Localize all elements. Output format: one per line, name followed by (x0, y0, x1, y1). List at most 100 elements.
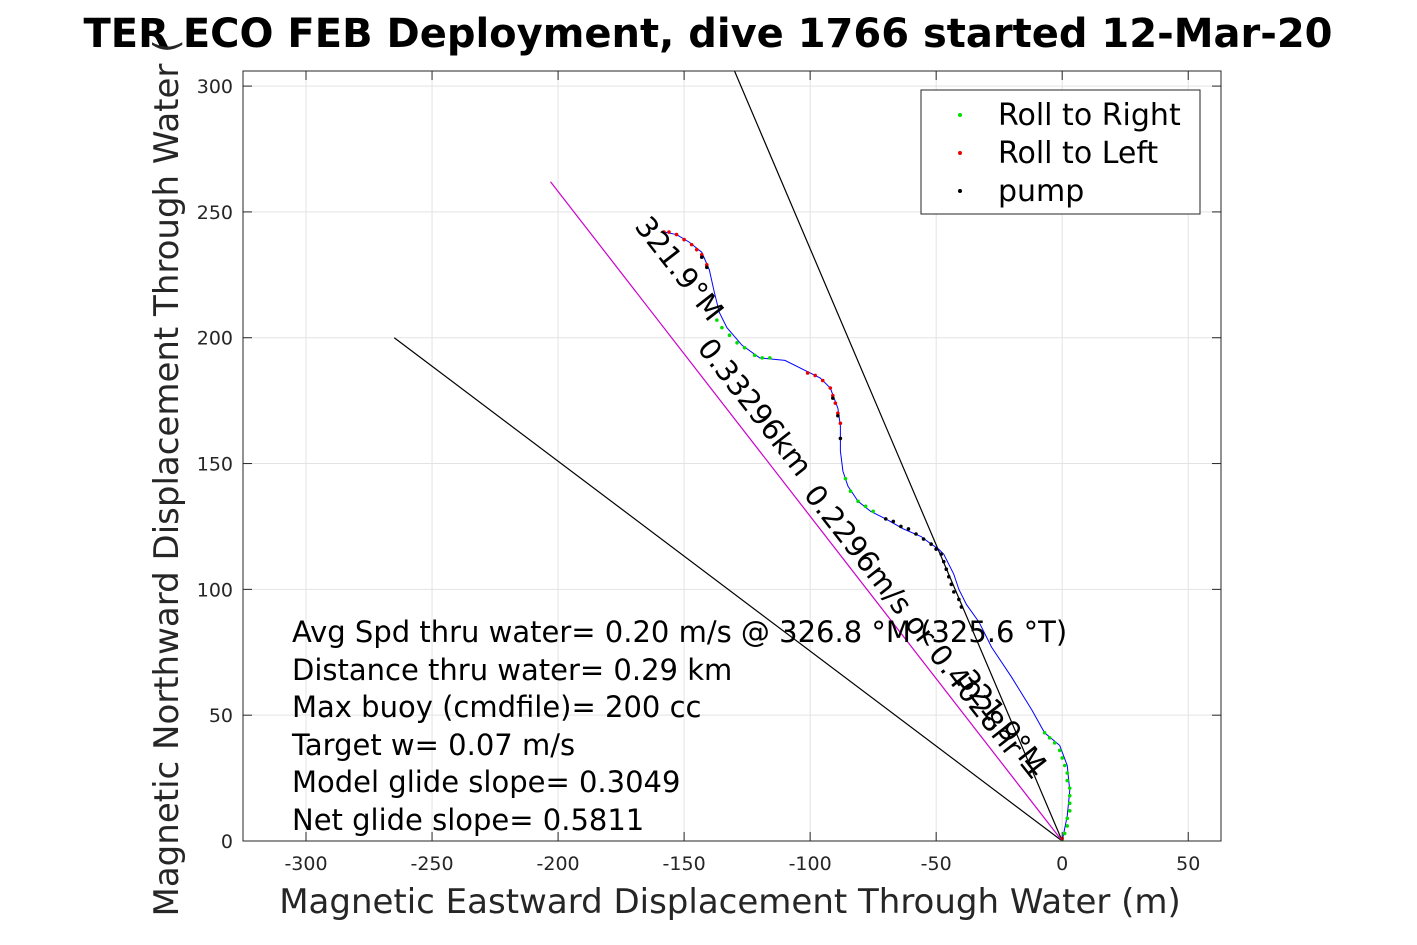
point-roll-to-right (768, 356, 772, 360)
point-pump (952, 590, 956, 594)
point-pump (949, 582, 954, 587)
axes-box (242, 70, 1222, 842)
y-tick-label: 300 (197, 76, 233, 98)
x-axis-label: Magnetic Eastward Displacement Through W… (279, 882, 1181, 922)
point-roll-to-left (674, 232, 679, 237)
point-pump (934, 547, 938, 551)
stats-line-net-glide: Net glide slope= 0.5811 (292, 803, 644, 837)
point-roll-to-right (1052, 741, 1057, 745)
point-roll-to-right (720, 325, 724, 330)
point-roll-to-left (689, 242, 694, 247)
point-roll-to-right (742, 345, 747, 350)
legend-label-pump: pump (998, 174, 1084, 209)
point-pump (944, 567, 949, 572)
y-tick-label: 100 (197, 579, 233, 601)
point-roll-to-right (848, 489, 853, 494)
point-roll-to-left (699, 252, 704, 257)
axis-ticks: -300 -250 -200 -150 -100 -50 0 50 0 50 100 150 200 25… (197, 71, 1221, 875)
stats-line-target-w: Target w= 0.07 m/s (291, 728, 575, 762)
point-pump (704, 265, 709, 270)
point-roll-to-right (727, 333, 732, 338)
point-pump (959, 605, 964, 609)
point-pump (891, 519, 896, 524)
legend-box (920, 89, 1201, 215)
reference-lines (393, 71, 1063, 841)
point-pump (914, 532, 918, 536)
point-roll-to-right (715, 318, 719, 322)
point-roll-to-right (1047, 736, 1052, 740)
x-tick-label: -200 (537, 853, 580, 875)
legend: Roll to Right Roll to Left pump (920, 89, 1201, 215)
x-tick-label: 50 (1176, 853, 1200, 875)
point-roll-to-left (836, 411, 840, 416)
point-roll-to-left (704, 262, 709, 267)
point-roll-to-left (833, 401, 838, 405)
legend-label-roll-left: Roll to Left (998, 136, 1158, 171)
point-roll-to-left (828, 386, 833, 390)
y-tick-label: 50 (209, 705, 233, 727)
point-pump (699, 255, 704, 260)
point-roll-to-right (752, 353, 757, 358)
legend-marker-pump (958, 189, 962, 193)
point-pump (883, 517, 888, 521)
point-roll-to-left (694, 247, 699, 252)
legend-marker-roll-left (958, 151, 962, 155)
point-roll-to-right (856, 499, 860, 504)
legend-label-roll-right: Roll to Right (998, 98, 1181, 133)
point-pump (906, 527, 911, 531)
point-roll-to-left (682, 237, 686, 242)
point-roll-to-right (1067, 786, 1072, 790)
point-roll-to-right (1060, 756, 1065, 760)
point-pump (939, 552, 944, 556)
stats-text-block: Avg Spd thru water= 0.20 m/s @ 326.8 °M … (291, 615, 1067, 837)
point-roll-to-right (1065, 778, 1070, 783)
stats-line-distance: Distance thru water= 0.29 km (292, 653, 732, 687)
point-roll-to-right (1042, 730, 1047, 735)
x-tick-label: -100 (789, 853, 832, 875)
point-roll-to-left (662, 230, 666, 234)
point-roll-to-right (1062, 763, 1067, 768)
point-roll-to-right (843, 476, 848, 481)
glider-track-line (663, 231, 1071, 841)
reference-line-0 (733, 71, 1063, 841)
point-roll-to-right (1065, 816, 1070, 821)
stats-line-avg-speed: Avg Spd thru water= 0.20 m/s @ 326.8 °M … (292, 615, 1067, 649)
point-pump (941, 559, 946, 564)
point-pump (957, 597, 961, 602)
reference-line-1 (393, 337, 1063, 841)
point-roll-to-right (871, 509, 875, 514)
point-roll-to-right (735, 340, 739, 345)
legend-marker-roll-right (958, 113, 962, 117)
point-pump (899, 524, 903, 529)
point-roll-to-left (831, 393, 835, 398)
point-roll-to-right (863, 504, 868, 509)
point-pump (946, 574, 951, 579)
point-roll-to-left (838, 421, 843, 426)
y-tick-label: 200 (197, 328, 233, 350)
x-tick-label: -50 (921, 853, 952, 875)
point-roll-to-left (813, 373, 817, 378)
point-roll-to-right (1065, 824, 1070, 828)
y-axis-label: Magnetic Northward Displacement Through … (147, 40, 187, 917)
x-tick-label: -300 (284, 853, 327, 875)
point-pump (836, 413, 840, 418)
point-pump (921, 537, 926, 541)
point-pump (929, 542, 933, 546)
point-roll-to-right (1067, 801, 1072, 806)
y-tick-label: 250 (197, 202, 233, 224)
point-roll-to-right (760, 356, 765, 360)
x-tick-label: -150 (663, 853, 706, 875)
point-pump (838, 436, 843, 441)
stats-line-model-glide: Model glide slope= 0.3049 (292, 765, 680, 799)
stats-line-max-buoy: Max buoy (cmdfile)= 200 cc (292, 690, 701, 724)
point-roll-to-left (805, 371, 810, 375)
x-tick-label: 0 (1056, 853, 1068, 875)
point-roll-to-right (1067, 809, 1072, 813)
data-points (662, 230, 1072, 841)
point-roll-to-right (1067, 793, 1072, 798)
point-roll-to-right (1062, 831, 1067, 836)
point-roll-to-right (1057, 748, 1062, 753)
reference-line-2 (550, 181, 1063, 841)
point-roll-to-right (1065, 771, 1070, 775)
